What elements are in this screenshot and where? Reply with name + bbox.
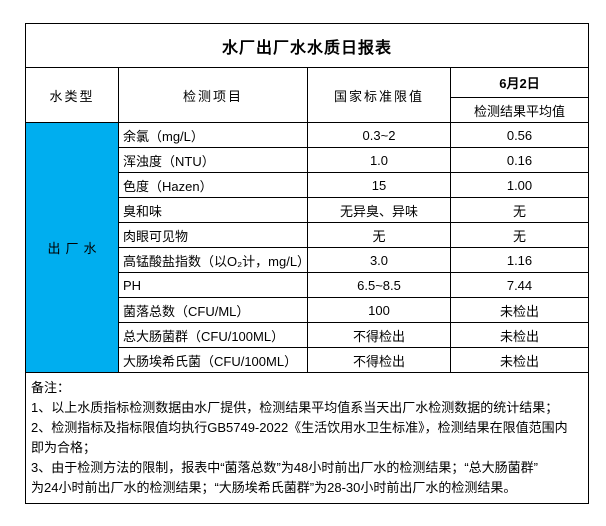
- result-cell: 0.56: [449, 122, 590, 148]
- standard-cell: 0.3~2: [307, 122, 451, 148]
- item-cell: PH: [118, 272, 308, 298]
- item-cell: 肉眼可见物: [118, 222, 308, 248]
- report-title: 水厂出厂水水质日报表: [24, 23, 590, 68]
- result-cell: 0.16: [449, 147, 590, 173]
- standard-cell: 不得检出: [307, 322, 451, 348]
- notes-cell: 备注： 1、以上水质指标检测数据由水厂提供，检测结果平均值系当天出厂水检测数据的…: [24, 372, 590, 504]
- table-row: 浑浊度（NTU） 1.0 0.16: [26, 147, 590, 173]
- table-row: 大肠埃希氏菌（CFU/100ML） 不得检出 未检出: [26, 347, 590, 373]
- standard-cell: 3.0: [307, 247, 451, 273]
- standard-cell: 1.0: [307, 147, 451, 173]
- header-row-top: 水类型 检测项目 国家标准限值 6月2日: [25, 67, 590, 123]
- notes-heading: 备注：: [31, 380, 71, 395]
- table-row: 出厂水 余氯（mg/L） 0.3~2 0.56: [25, 122, 590, 373]
- item-cell: 余氯（mg/L）: [118, 122, 308, 148]
- result-cell: 无: [449, 222, 590, 248]
- notes-row: 备注： 1、以上水质指标检测数据由水厂提供，检测结果平均值系当天出厂水检测数据的…: [24, 372, 590, 504]
- column-header-date: 6月2日: [449, 67, 590, 98]
- column-header-water-type: 水类型: [25, 67, 119, 123]
- result-cell: 7.44: [449, 272, 590, 298]
- table-row: 高锰酸盐指数（以O₂计，mg/L） 3.0 1.16: [26, 247, 590, 273]
- standard-cell: 无: [307, 222, 451, 248]
- standard-cell: 不得检出: [307, 347, 451, 373]
- table-row: 色度（Hazen） 15 1.00: [26, 172, 590, 198]
- header-row-sub: 检测结果平均值: [26, 97, 590, 123]
- water-quality-report-table: 水厂出厂水水质日报表 水类型 检测项目 国家标准限值 6月2日 检测结果平均值 …: [24, 23, 590, 504]
- result-cell: 未检出: [449, 322, 590, 348]
- standard-cell: 15: [307, 172, 451, 198]
- note-line-2-cont: 即为合格；: [31, 440, 97, 455]
- standard-cell: 6.5~8.5: [307, 272, 451, 298]
- result-cell: 1.00: [449, 172, 590, 198]
- water-type-cell: 出厂水: [25, 122, 119, 373]
- standard-cell: 100: [307, 297, 451, 323]
- item-cell: 浑浊度（NTU）: [118, 147, 308, 173]
- title-row: 水厂出厂水水质日报表: [24, 23, 590, 68]
- table-row: 肉眼可见物 无 无: [26, 222, 590, 248]
- column-header-result: 检测结果平均值: [449, 97, 590, 123]
- column-header-item: 检测项目: [118, 67, 308, 123]
- standard-cell: 无异臭、异味: [307, 197, 451, 223]
- item-cell: 高锰酸盐指数（以O₂计，mg/L）: [118, 247, 308, 273]
- table-row: 总大肠菌群（CFU/100ML） 不得检出 未检出: [26, 322, 590, 348]
- note-line-3-cont: 为24小时前出厂水的检测结果；“大肠埃希氏菌群”为28-30小时前出厂水的检测结…: [31, 480, 517, 495]
- column-header-standard: 国家标准限值: [307, 67, 451, 123]
- table-row: PH 6.5~8.5 7.44: [26, 272, 590, 298]
- item-cell: 大肠埃希氏菌（CFU/100ML）: [118, 347, 308, 373]
- result-cell: 未检出: [449, 297, 590, 323]
- note-line-2: 2、检测指标及指标限值均执行GB5749-2022《生活饮用水卫生标准》，检测结…: [31, 420, 568, 435]
- note-line-1: 1、以上水质指标检测数据由水厂提供，检测结果平均值系当天出厂水检测数据的统计结果…: [31, 400, 559, 415]
- table-row: 臭和味 无异臭、异味 无: [26, 197, 590, 223]
- item-cell: 菌落总数（CFU/ML）: [118, 297, 308, 323]
- note-line-3: 3、由于检测方法的限制，报表中“菌落总数”为48小时前出厂水的检测结果；“总大肠…: [31, 460, 539, 475]
- item-cell: 总大肠菌群（CFU/100ML）: [118, 322, 308, 348]
- table-row: 菌落总数（CFU/ML） 100 未检出: [26, 297, 590, 323]
- result-cell: 1.16: [449, 247, 590, 273]
- result-cell: 未检出: [449, 347, 590, 373]
- item-cell: 色度（Hazen）: [118, 172, 308, 198]
- item-cell: 臭和味: [118, 197, 308, 223]
- result-cell: 无: [449, 197, 590, 223]
